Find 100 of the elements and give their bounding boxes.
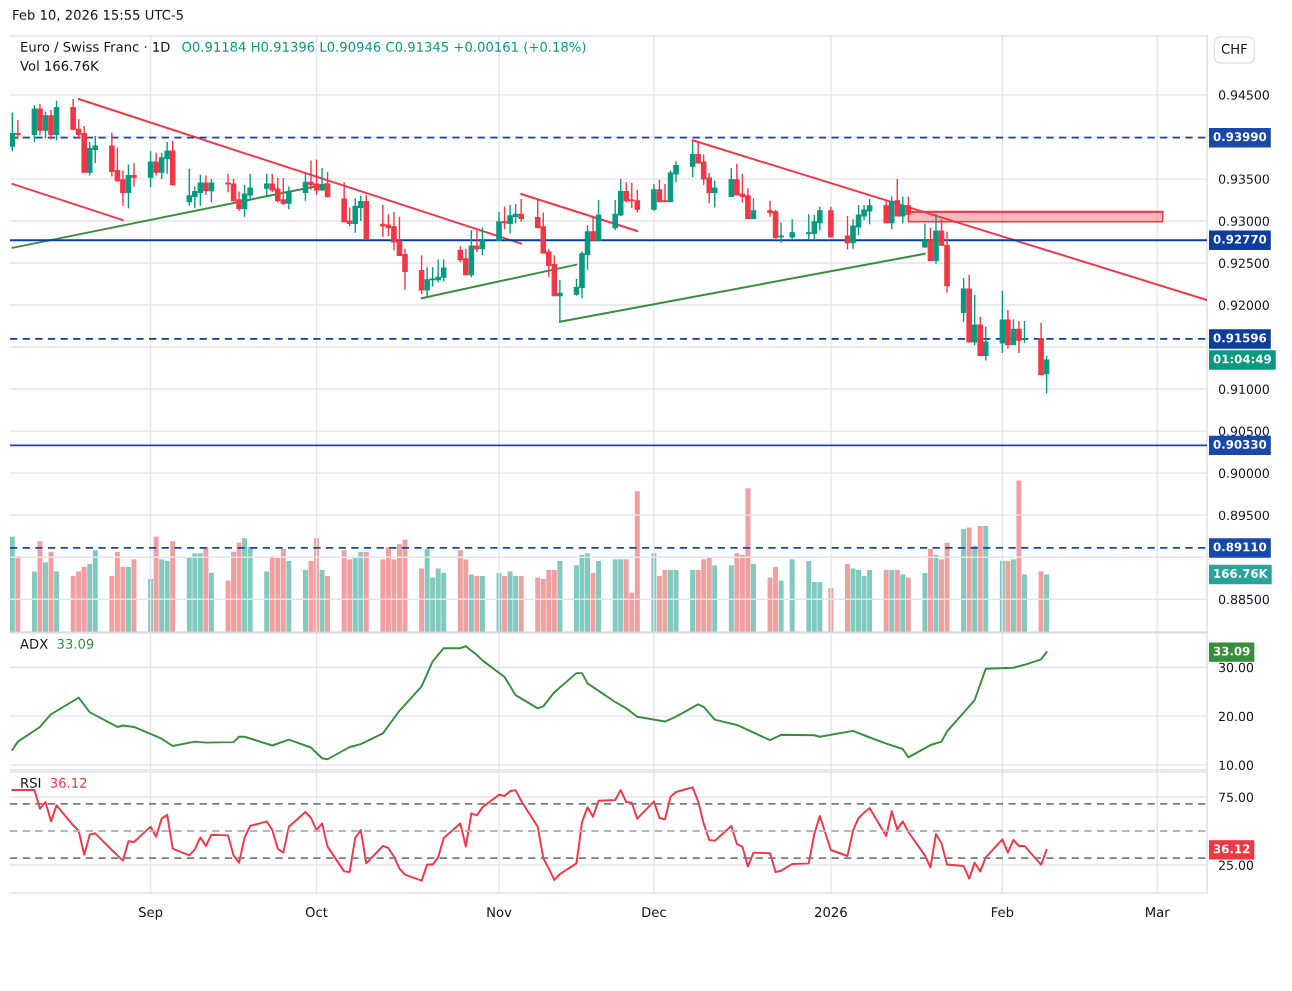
candlestick [883, 200, 889, 224]
bar [1021, 574, 1027, 632]
bar [789, 559, 795, 632]
bar [557, 560, 563, 632]
x-tick-label: Sep [139, 907, 163, 920]
candlestick [263, 173, 270, 198]
y-axis-title: CHF [1221, 43, 1247, 54]
bar [933, 554, 939, 632]
y-tick-label: 75.00 [1219, 792, 1254, 802]
chart-title: Euro / Swiss Franc · 1D [21, 41, 170, 53]
bar [1016, 480, 1022, 632]
text: 36.12 [1213, 844, 1250, 854]
ref-line-label: 0.91596 [1213, 333, 1267, 343]
bar [170, 541, 176, 632]
bar [319, 569, 325, 632]
y-tick-label: 0.93500 [1218, 174, 1269, 184]
candlestick [844, 215, 851, 251]
candlestick [922, 222, 928, 249]
bar [977, 526, 983, 632]
bar [31, 571, 37, 632]
y-tick-label: 0.91000 [1218, 384, 1269, 394]
bar [153, 536, 159, 632]
candlestick [711, 179, 718, 209]
y-tick-label: 30.00 [1219, 662, 1254, 673]
bar [419, 568, 425, 632]
y-tick-label: 20.00 [1219, 711, 1254, 722]
bar [203, 547, 209, 632]
bar [905, 577, 911, 632]
text: 01:04:49 [1213, 354, 1271, 364]
bar [518, 575, 524, 632]
bar [474, 575, 480, 632]
y-tick-label: 0.90000 [1218, 468, 1269, 479]
candlestick [927, 226, 934, 262]
candlestick [131, 162, 137, 188]
candlestick [10, 111, 16, 152]
candlestick [971, 294, 978, 347]
line-series [11, 786, 1048, 882]
candlestick [900, 195, 906, 225]
bar [15, 556, 21, 632]
candlestick [888, 195, 895, 231]
candlestick [37, 103, 43, 136]
candlestick [302, 172, 309, 202]
bar [712, 565, 718, 632]
text: Feb 10, 2026 15:55 UTC-5 [13, 9, 183, 22]
bar [10, 536, 15, 632]
x-tick-label: Oct [305, 907, 328, 918]
candlestick [324, 171, 331, 199]
annotation: 36.12 [50, 777, 87, 788]
y-tick-label: 0.94500 [1218, 90, 1269, 100]
bar [43, 562, 48, 632]
y-tick-label: 0.90500 [1218, 426, 1269, 437]
x-tick-label: Feb [991, 906, 1014, 918]
candlestick [960, 277, 967, 323]
y-tick-label: 0.93000 [1218, 216, 1269, 226]
bar [468, 574, 474, 632]
bar [900, 574, 906, 632]
y-tick-label: 0.88500 [1218, 594, 1269, 605]
candlestick [501, 205, 508, 231]
candlestick [496, 210, 502, 241]
text: 166.76K [1214, 568, 1269, 578]
candlestick [203, 174, 209, 196]
x-tick-label: Dec [642, 907, 666, 918]
y-tick-label: 25.00 [1219, 860, 1254, 870]
bar [479, 575, 485, 632]
candlestick [1043, 355, 1050, 395]
bar [208, 572, 214, 632]
y-tick-label: 0.92000 [1218, 300, 1269, 310]
y-tick-label: 0.89500 [1218, 510, 1269, 521]
bar [961, 529, 967, 632]
annotation: Vol 166.76K [20, 60, 100, 71]
bar [845, 563, 850, 632]
candlestick [147, 150, 154, 189]
bar [927, 548, 933, 632]
bar [983, 526, 989, 632]
candlestick [1016, 320, 1022, 354]
candlestick [208, 178, 215, 204]
ref-line-label: 0.93990 [1213, 132, 1267, 142]
candlestick [319, 167, 325, 192]
candlestick [728, 167, 735, 198]
ref-line-label: 0.89110 [1213, 542, 1267, 552]
text: 33.09 [1213, 646, 1250, 656]
candlestick [778, 221, 784, 244]
bar [302, 569, 308, 632]
candlestick [689, 140, 696, 178]
candlestick [999, 290, 1006, 354]
candlestick [125, 163, 132, 210]
bar [883, 569, 889, 632]
candlestick [42, 110, 49, 140]
candlestick [418, 254, 425, 295]
bar [966, 527, 972, 632]
bar [596, 560, 602, 632]
candlestick [1021, 320, 1028, 344]
chart-subtitle: O0.91184 H0.91396 L0.90946 C0.91345 +0.00161 (+0.18%) [182, 41, 586, 54]
bar [922, 572, 928, 632]
candlestick [1010, 318, 1017, 346]
bar [1005, 560, 1011, 632]
bar [363, 551, 369, 632]
candlestick [286, 185, 292, 210]
bar [502, 575, 508, 632]
bar [48, 551, 54, 632]
